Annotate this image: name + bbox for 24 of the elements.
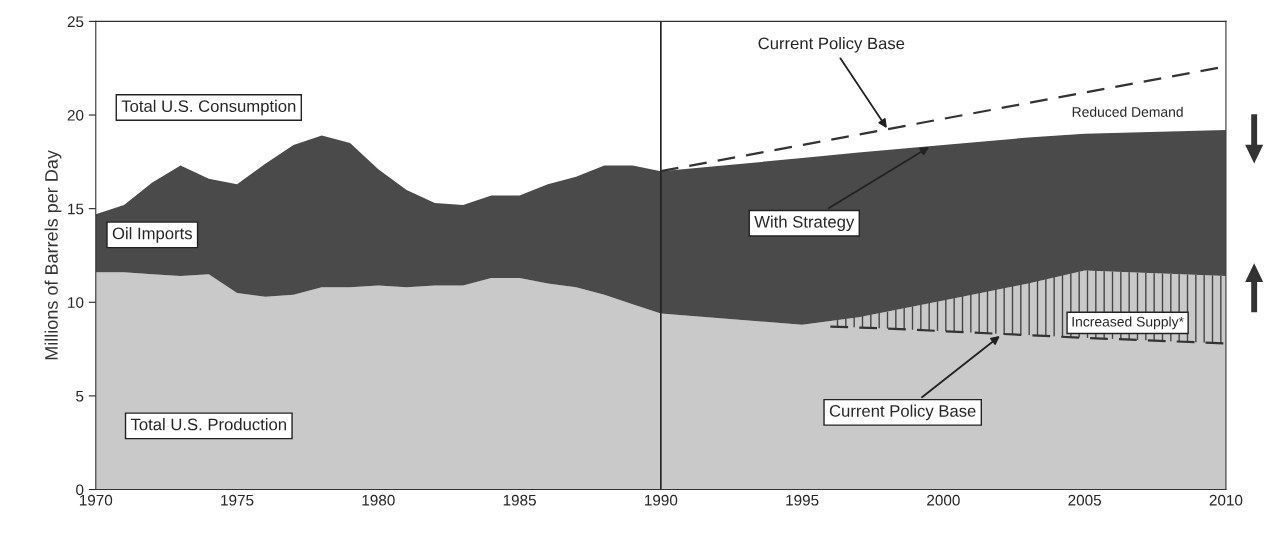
y-tick-label: 0 (76, 484, 84, 496)
annotation: Current Policy Base (758, 37, 905, 53)
annotation: Total U.S. Consumption (121, 99, 296, 116)
annotation: With Strategy (754, 215, 855, 232)
x-tick-label: 1975 (221, 494, 254, 506)
x-tick-label: 1985 (503, 494, 536, 506)
annotation: Increased Supply* (1072, 316, 1184, 330)
annotation: Current Policy Base (829, 404, 976, 421)
x-tick-label: 1995 (786, 494, 819, 506)
x-tick-label: 2005 (1068, 494, 1102, 506)
y-tick-label: 20 (67, 109, 84, 121)
annotation: Total U.S. Production (130, 418, 286, 431)
annotation: Reduced Demand (1072, 106, 1183, 117)
y-tick-label: 25 (67, 16, 84, 28)
y-tick-label: 5 (76, 390, 84, 402)
x-tick-label: 1980 (362, 494, 395, 506)
x-tick-label: 1970 (79, 494, 113, 506)
y-axis-title: Millions of Barrels per Day (44, 150, 62, 360)
x-tick-label: 2010 (1209, 494, 1243, 506)
y-tick-label: 10 (68, 297, 84, 308)
annotation: Oil Imports (112, 227, 192, 243)
x-tick-label: 2000 (927, 494, 960, 506)
x-tick-label: 1990 (645, 494, 678, 506)
y-tick-label: 15 (68, 203, 84, 215)
